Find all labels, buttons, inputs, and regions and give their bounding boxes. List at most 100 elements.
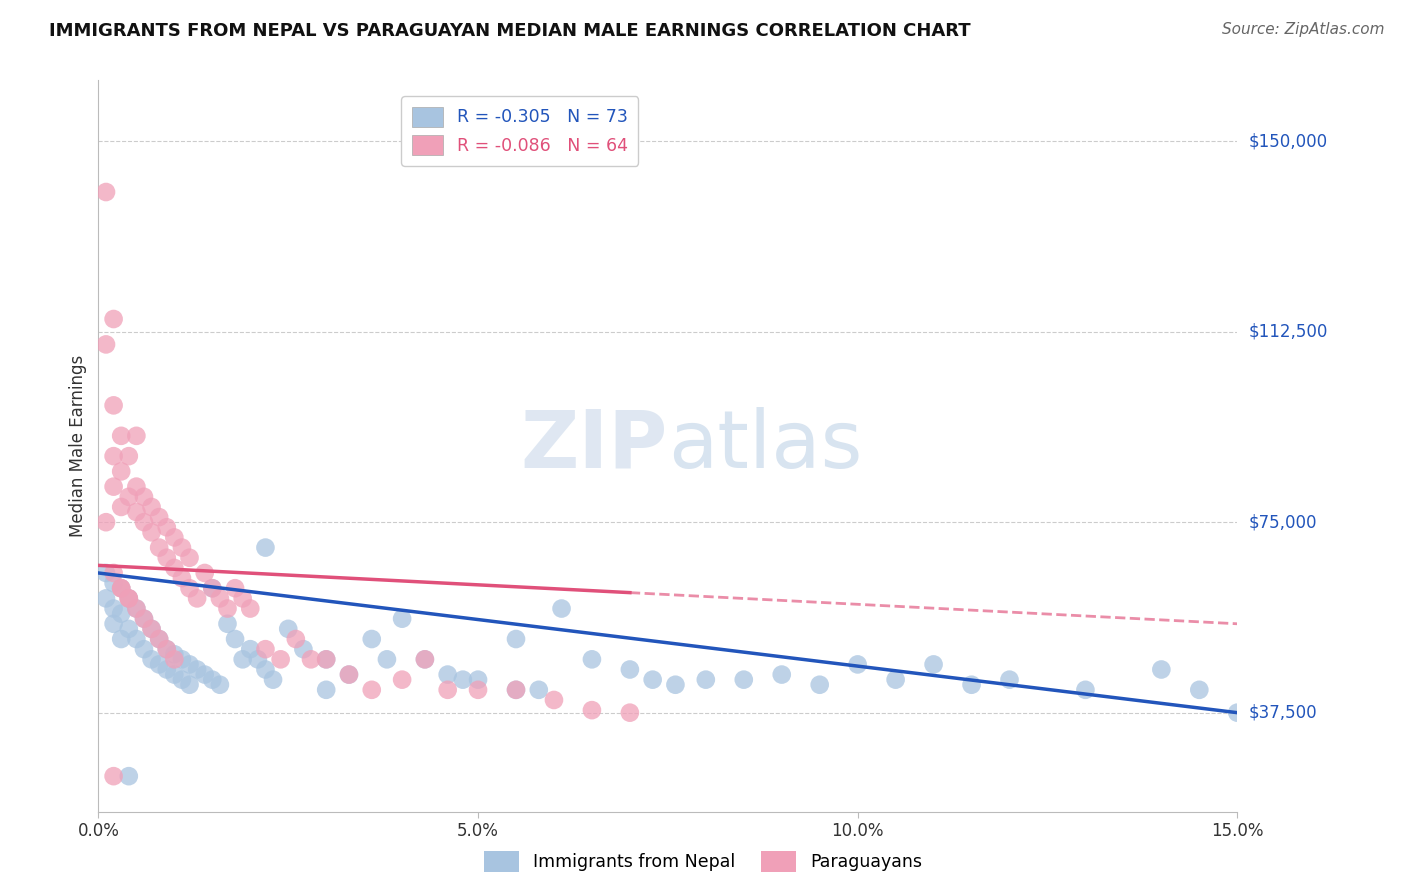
Point xyxy=(110,581,132,595)
Point xyxy=(156,642,179,657)
Point xyxy=(141,622,163,636)
Point xyxy=(179,581,201,595)
Point xyxy=(94,566,117,580)
Point xyxy=(581,703,603,717)
Point xyxy=(118,591,141,606)
Point xyxy=(505,682,527,697)
Point xyxy=(148,541,170,555)
Point xyxy=(179,550,201,565)
Point xyxy=(254,541,277,555)
Point xyxy=(733,673,755,687)
Point xyxy=(998,673,1021,687)
Point xyxy=(186,591,208,606)
Point xyxy=(436,667,458,681)
Point xyxy=(619,706,641,720)
Point xyxy=(201,581,224,595)
Point xyxy=(110,607,132,621)
Point xyxy=(232,652,254,666)
Point xyxy=(186,663,208,677)
Point xyxy=(170,541,193,555)
Point xyxy=(132,612,155,626)
Point xyxy=(156,663,179,677)
Point xyxy=(284,632,307,646)
Point xyxy=(118,622,141,636)
Point xyxy=(110,500,132,514)
Point xyxy=(118,591,141,606)
Point xyxy=(103,576,125,591)
Point xyxy=(148,632,170,646)
Point xyxy=(641,673,664,687)
Point xyxy=(270,652,292,666)
Point xyxy=(194,667,217,681)
Point xyxy=(467,682,489,697)
Point xyxy=(581,652,603,666)
Point xyxy=(156,642,179,657)
Point xyxy=(118,591,141,606)
Point xyxy=(505,682,527,697)
Point xyxy=(125,601,148,615)
Text: $75,000: $75,000 xyxy=(1249,513,1317,532)
Point xyxy=(217,601,239,615)
Point xyxy=(337,667,360,681)
Point xyxy=(132,515,155,529)
Point xyxy=(163,561,186,575)
Point xyxy=(884,673,907,687)
Point xyxy=(110,429,132,443)
Point xyxy=(94,337,117,351)
Point xyxy=(201,581,224,595)
Point xyxy=(1188,682,1211,697)
Point xyxy=(451,673,474,687)
Point xyxy=(254,663,277,677)
Point xyxy=(110,464,132,478)
Point xyxy=(436,682,458,697)
Point xyxy=(103,312,125,326)
Point xyxy=(770,667,793,681)
Text: IMMIGRANTS FROM NEPAL VS PARAGUAYAN MEDIAN MALE EARNINGS CORRELATION CHART: IMMIGRANTS FROM NEPAL VS PARAGUAYAN MEDI… xyxy=(49,22,970,40)
Point xyxy=(467,673,489,687)
Point xyxy=(125,632,148,646)
Point xyxy=(527,682,550,697)
Point xyxy=(505,632,527,646)
Point xyxy=(201,673,224,687)
Point xyxy=(299,652,322,666)
Point xyxy=(391,612,413,626)
Point xyxy=(239,601,262,615)
Point xyxy=(179,678,201,692)
Text: ZIP: ZIP xyxy=(520,407,668,485)
Point xyxy=(163,652,186,666)
Point xyxy=(208,678,231,692)
Point xyxy=(543,693,565,707)
Text: $112,500: $112,500 xyxy=(1249,323,1327,341)
Text: atlas: atlas xyxy=(668,407,862,485)
Point xyxy=(239,642,262,657)
Point xyxy=(103,449,125,463)
Point xyxy=(125,429,148,443)
Point xyxy=(125,601,148,615)
Point xyxy=(1074,682,1097,697)
Point xyxy=(1226,706,1249,720)
Point xyxy=(103,601,125,615)
Point xyxy=(156,550,179,565)
Text: $37,500: $37,500 xyxy=(1249,704,1317,722)
Point xyxy=(103,480,125,494)
Point xyxy=(360,682,382,697)
Point xyxy=(94,185,117,199)
Text: $150,000: $150,000 xyxy=(1249,132,1327,150)
Point xyxy=(846,657,869,672)
Point xyxy=(110,581,132,595)
Point xyxy=(315,682,337,697)
Point xyxy=(148,657,170,672)
Point xyxy=(194,566,217,580)
Point xyxy=(141,652,163,666)
Point xyxy=(156,520,179,534)
Point xyxy=(619,663,641,677)
Point xyxy=(208,591,231,606)
Point xyxy=(337,667,360,681)
Point xyxy=(413,652,436,666)
Point xyxy=(132,490,155,504)
Point xyxy=(94,515,117,529)
Point xyxy=(413,652,436,666)
Point xyxy=(922,657,945,672)
Point xyxy=(148,510,170,524)
Point xyxy=(360,632,382,646)
